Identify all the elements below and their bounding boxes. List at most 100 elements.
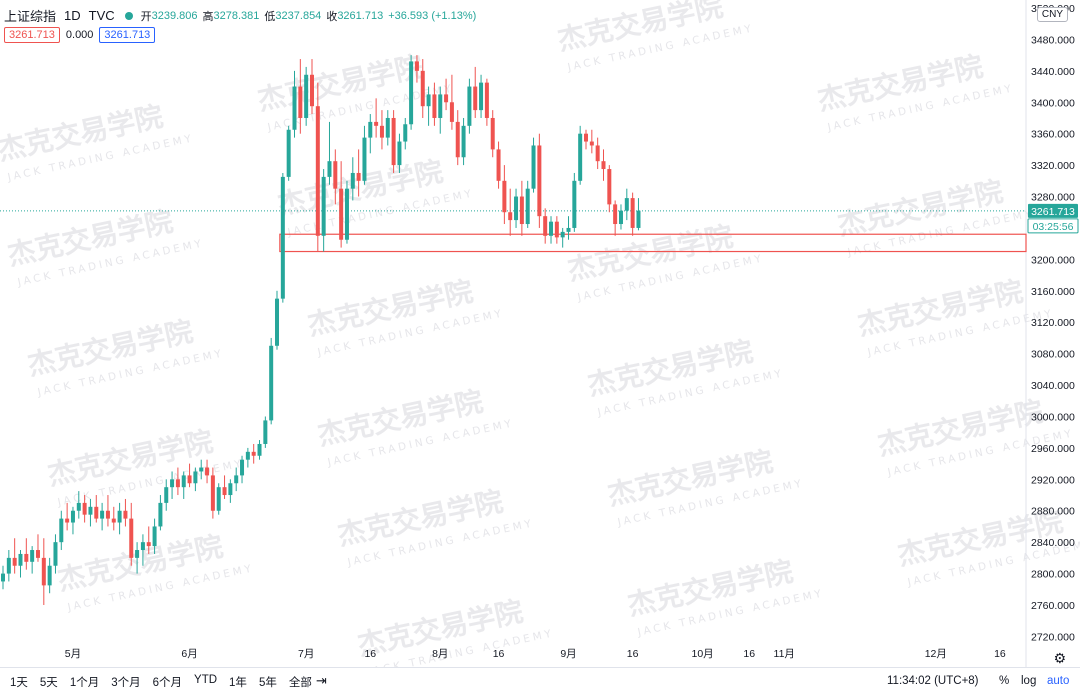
y-tick-label: 2960.000: [1031, 443, 1075, 455]
candle-up: [70, 506, 75, 535]
candle-up: [467, 78, 472, 134]
x-tick-label: 8月: [432, 648, 448, 660]
price-axis[interactable]: 2720.000 2760.000 2800.000 2840.000 2880.000…: [1027, 3, 1079, 643]
candle-down: [543, 208, 548, 244]
candle-body: [525, 188, 530, 225]
candle-up: [275, 290, 280, 350]
range-button[interactable]: 1天: [10, 677, 28, 689]
candle-up: [560, 227, 565, 248]
candle-up: [228, 479, 233, 503]
candle-down: [584, 129, 588, 150]
support-zone[interactable]: [279, 233, 1027, 253]
range-button[interactable]: 6个月: [152, 677, 183, 689]
auto-toggle[interactable]: auto: [1047, 675, 1070, 687]
candle-body: [473, 86, 478, 111]
candle-body: [549, 221, 554, 236]
candle-body: [146, 542, 151, 547]
candle-body: [234, 475, 239, 484]
zero-value: 0.000: [65, 29, 94, 41]
candle-up: [321, 169, 326, 252]
candle-body: [117, 510, 122, 523]
candle-body: [444, 94, 449, 103]
countdown-label: 03:25:56: [1033, 221, 1074, 233]
candle-down: [374, 98, 379, 138]
range-button[interactable]: 5年: [258, 677, 277, 689]
y-tick-label: 2800.000: [1031, 569, 1075, 581]
candle-body: [315, 106, 320, 236]
candle-up: [531, 137, 536, 193]
y-tick-label: 3080.000: [1031, 349, 1075, 361]
candle-body: [152, 526, 157, 547]
time-axis[interactable]: 5月 6月 7月 16 8月 16 9月 16 10月 16 11月 12月 16: [65, 648, 1006, 660]
candle-up: [257, 440, 262, 460]
gear-icon[interactable]: ⚙: [1053, 650, 1066, 666]
candle-body: [432, 94, 437, 118]
support-zone-box[interactable]: [279, 233, 1027, 253]
candle-down: [35, 534, 40, 562]
candle-up: [117, 502, 122, 535]
candle-up: [426, 86, 431, 126]
symbol-name[interactable]: 上证综指: [4, 9, 57, 24]
candle-body: [105, 510, 110, 519]
candle-body: [595, 145, 600, 162]
candle-up: [572, 172, 577, 232]
range-button[interactable]: 5天: [39, 677, 58, 689]
open-label: 开: [140, 10, 152, 23]
currency-button[interactable]: CNY: [1036, 7, 1068, 22]
candle-body: [6, 557, 11, 574]
clock[interactable]: 11:34:02 (UTC+8): [887, 675, 979, 687]
candle-body: [12, 557, 17, 566]
candle-up: [280, 172, 285, 303]
candle-body: [47, 565, 52, 586]
candle-down: [508, 188, 513, 236]
candle-down: [298, 59, 303, 134]
range-button[interactable]: 3个月: [111, 677, 141, 689]
interval-label[interactable]: 1D: [64, 8, 81, 23]
range-button[interactable]: 1个月: [69, 677, 100, 689]
range-button[interactable]: 全部: [288, 677, 312, 689]
range-button[interactable]: YTD: [194, 674, 218, 686]
change-value: +36.593 (+1.13%): [388, 9, 477, 22]
candle-body: [537, 145, 542, 217]
candle-body: [578, 133, 583, 181]
candle-body: [467, 86, 472, 126]
candle-body: [566, 227, 571, 232]
candle-up: [461, 117, 466, 166]
candle-body: [240, 459, 245, 476]
candle-down: [473, 66, 478, 118]
candle-down: [391, 110, 396, 173]
candle-body: [135, 550, 140, 558]
candle-down: [414, 55, 419, 83]
candle-body: [59, 518, 64, 543]
x-tick-label: 9月: [560, 648, 576, 660]
candle-up: [59, 510, 64, 551]
candle-body: [514, 196, 519, 221]
candle-body: [94, 506, 99, 519]
candle-body: [158, 502, 163, 527]
candle-down: [129, 502, 134, 566]
candle-up: [199, 459, 204, 480]
y-tick-label: 3280.000: [1031, 192, 1075, 204]
candle-up: [234, 467, 239, 492]
log-toggle[interactable]: log: [1021, 675, 1037, 687]
x-tick-label: 6月: [181, 648, 197, 660]
candle-body: [18, 553, 23, 566]
candle-up: [216, 483, 221, 515]
candle-up: [409, 55, 414, 130]
range-button[interactable]: 1年: [229, 677, 247, 689]
goto-date-icon[interactable]: ⇥: [316, 673, 327, 688]
candle-body: [502, 180, 507, 213]
y-tick-label: 3320.000: [1031, 160, 1075, 172]
high-label: 高: [202, 10, 214, 23]
y-tick-label: 2840.000: [1031, 537, 1075, 549]
candle-up: [636, 198, 641, 231]
candle-body: [339, 188, 344, 240]
y-tick-label: 3360.000: [1031, 129, 1075, 141]
percent-toggle[interactable]: %: [999, 675, 1010, 687]
